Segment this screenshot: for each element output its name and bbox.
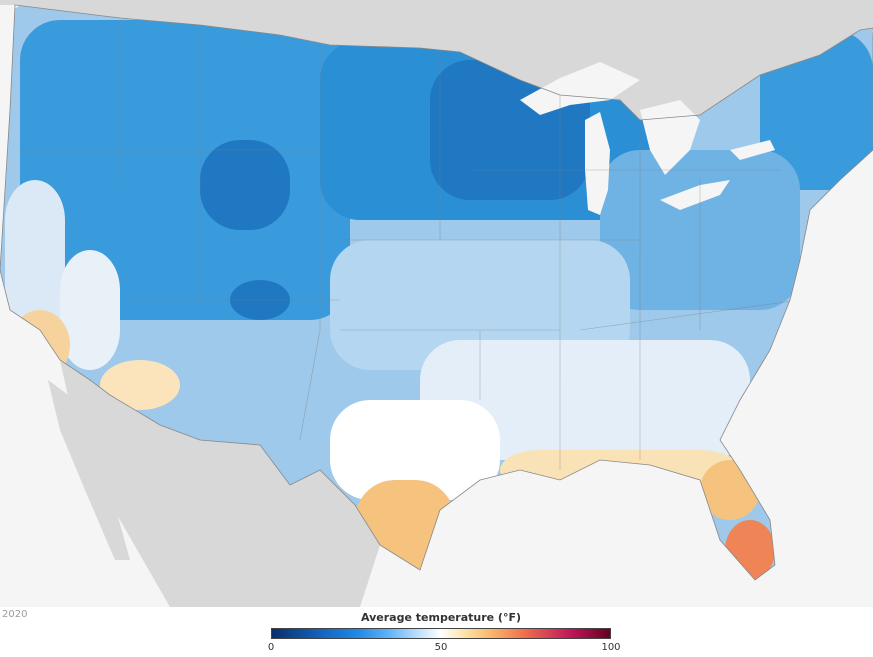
state-boundary-line	[299, 329, 321, 441]
temperature-region	[100, 360, 180, 410]
lake-ontario	[730, 140, 775, 160]
temperature-region	[60, 250, 120, 370]
baja-peninsula	[48, 380, 130, 560]
mexico-land	[60, 360, 380, 607]
state-boundaries	[20, 20, 801, 470]
legend-tick-0: 0	[267, 642, 275, 653]
lake-michigan	[585, 112, 610, 215]
temperature-region	[200, 140, 290, 230]
canada-land	[0, 0, 873, 120]
legend-title: Average temperature (°F)	[361, 611, 521, 624]
lake-erie	[660, 180, 730, 210]
us-temperature-map	[0, 0, 873, 607]
legend-tick-50: 50	[434, 642, 448, 653]
temperature-region	[330, 400, 500, 500]
legend-color-bar	[271, 628, 611, 639]
year-label: 2020	[2, 609, 28, 620]
temperature-region	[330, 240, 630, 370]
state-boundary-line	[579, 299, 801, 331]
lake-superior	[520, 62, 640, 115]
temperature-region	[760, 30, 873, 190]
legend-footer: 2020 Average temperature (°F) 0 50 100	[0, 607, 873, 657]
legend-tick-100: 100	[601, 642, 621, 653]
temperature-region	[420, 340, 750, 460]
temperature-region	[20, 20, 350, 320]
